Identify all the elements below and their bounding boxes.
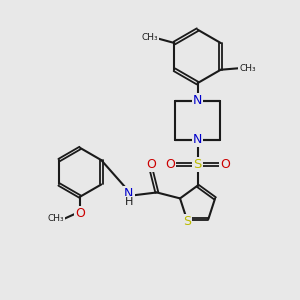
Text: S: S bbox=[183, 215, 191, 228]
Text: H: H bbox=[125, 197, 133, 207]
Text: CH₃: CH₃ bbox=[141, 33, 158, 42]
Text: CH₃: CH₃ bbox=[239, 64, 256, 73]
Text: N: N bbox=[193, 133, 202, 146]
Text: O: O bbox=[147, 158, 156, 171]
Text: O: O bbox=[220, 158, 230, 171]
Text: CH₃: CH₃ bbox=[47, 214, 64, 224]
Text: S: S bbox=[194, 158, 202, 171]
Text: N: N bbox=[193, 94, 202, 107]
Text: N: N bbox=[124, 188, 134, 200]
Text: O: O bbox=[75, 206, 85, 220]
Text: O: O bbox=[165, 158, 175, 171]
